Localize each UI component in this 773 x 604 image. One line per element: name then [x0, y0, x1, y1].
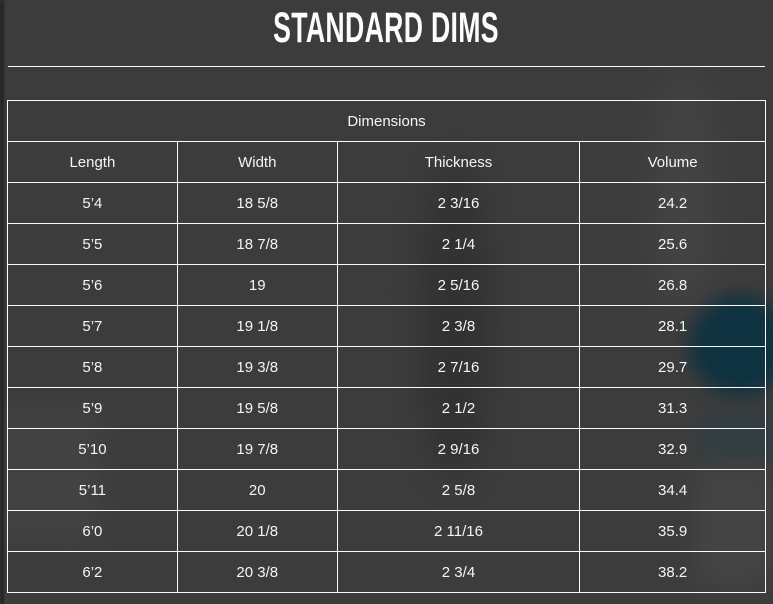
table-cell: 19 5/8	[176, 387, 338, 429]
table-cell: 5’4	[7, 182, 178, 224]
table-cell: 5’6	[7, 264, 178, 306]
table-cell: 5’9	[7, 387, 178, 429]
table-row: 5’7 19 1/8 2 3/8 28.1	[7, 305, 766, 347]
table-row: 5’6 19 2 5/16 26.8	[7, 264, 766, 306]
table-cell: 35.9	[579, 510, 766, 552]
table-cell: 29.7	[579, 346, 766, 388]
table-cell: 6’0	[7, 510, 178, 552]
column-header-row: Length Width Thickness Volume	[7, 141, 766, 183]
table-cell: 32.9	[579, 428, 766, 470]
table-row: 6’2 20 3/8 2 3/4 38.2	[7, 551, 766, 593]
column-header-volume: Volume	[579, 141, 766, 183]
title-bar: STANDARD DIMS	[0, 4, 773, 52]
table-cell: 2 7/16	[336, 346, 581, 388]
table-cell: 38.2	[579, 551, 766, 593]
table-caption-row: Dimensions	[7, 100, 766, 142]
table-cell: 5’8	[7, 346, 178, 388]
table-cell: 2 1/4	[336, 223, 581, 265]
table-cell: 20 3/8	[176, 551, 338, 593]
table-row: 5’5 18 7/8 2 1/4 25.6	[7, 223, 766, 265]
table-cell: 18 7/8	[176, 223, 338, 265]
table-cell: 19 7/8	[176, 428, 338, 470]
table-cell: 2 11/16	[336, 510, 581, 552]
table-cell: 6’2	[7, 551, 178, 593]
table-cell: 5’10	[7, 428, 178, 470]
table-row: 5’8 19 3/8 2 7/16 29.7	[7, 346, 766, 388]
table-cell: 28.1	[579, 305, 766, 347]
table-cell: 24.2	[579, 182, 766, 224]
table-cell: 19 3/8	[176, 346, 338, 388]
table-cell: 18 5/8	[176, 182, 338, 224]
table-cell: 2 3/4	[336, 551, 581, 593]
table-cell: 34.4	[579, 469, 766, 511]
column-header-width: Width	[176, 141, 338, 183]
table-cell: 26.8	[579, 264, 766, 306]
table-caption: Dimensions	[7, 100, 766, 142]
table-row: 5’11 20 2 5/8 34.4	[7, 469, 766, 511]
dimensions-table: Dimensions Length Width Thickness Volume 5’…	[7, 100, 766, 593]
table-cell: 20 1/8	[176, 510, 338, 552]
table-cell: 2 5/8	[336, 469, 581, 511]
table-cell: 2 1/2	[336, 387, 581, 429]
table-cell: 19	[176, 264, 338, 306]
table-body: 5’4 18 5/8 2 3/16 24.2 5’5 18 7/8 2 1/4 25.6 5’6…	[7, 182, 766, 593]
table-row: 5’10 19 7/8 2 9/16 32.9	[7, 428, 766, 470]
column-header-thickness: Thickness	[336, 141, 581, 183]
table-cell: 20	[176, 469, 338, 511]
table-cell: 5’7	[7, 305, 178, 347]
table-cell: 5’5	[7, 223, 178, 265]
title-divider	[8, 66, 765, 67]
dimensions-table-container: Dimensions Length Width Thickness Volume 5’…	[7, 100, 766, 593]
table-cell: 19 1/8	[176, 305, 338, 347]
page-title: STANDARD DIMS	[273, 4, 500, 52]
table-row: 6’0 20 1/8 2 11/16 35.9	[7, 510, 766, 552]
table-cell: 2 5/16	[336, 264, 581, 306]
table-cell: 2 3/16	[336, 182, 581, 224]
left-edge-shadow	[0, 0, 4, 604]
table-cell: 31.3	[579, 387, 766, 429]
column-header-length: Length	[7, 141, 178, 183]
table-row: 5’4 18 5/8 2 3/16 24.2	[7, 182, 766, 224]
table-cell: 2 9/16	[336, 428, 581, 470]
table-row: 5’9 19 5/8 2 1/2 31.3	[7, 387, 766, 429]
table-cell: 2 3/8	[336, 305, 581, 347]
table-cell: 5’11	[7, 469, 178, 511]
table-cell: 25.6	[579, 223, 766, 265]
